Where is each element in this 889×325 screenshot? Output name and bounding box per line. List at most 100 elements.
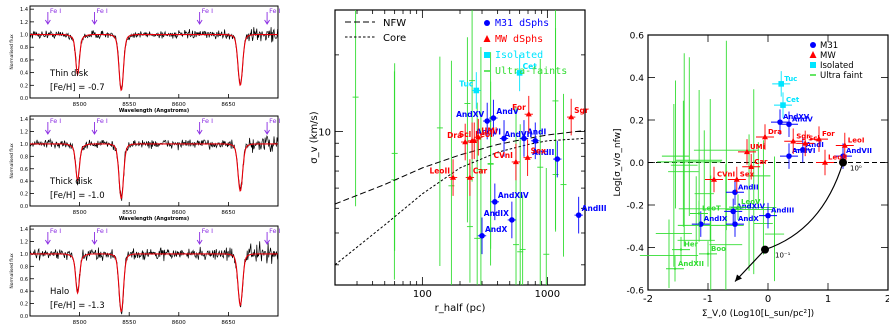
x-tick-label: 1000 xyxy=(535,289,560,300)
mw-marker xyxy=(790,138,797,144)
mw-marker xyxy=(471,137,478,144)
mw-marker xyxy=(841,142,848,148)
fe-line-label: Fe I xyxy=(50,117,61,125)
fe-line-arrow xyxy=(44,129,51,135)
model-spectrum xyxy=(30,143,278,200)
mw-marker xyxy=(762,133,768,140)
plot-frame xyxy=(29,115,279,207)
y-tick-label: 0.4 xyxy=(20,289,28,295)
x-tick-label: 1 xyxy=(825,294,831,305)
point-label: Car xyxy=(473,167,488,176)
y-axis-title: Normalised flux xyxy=(9,253,15,289)
point-label: For xyxy=(512,103,526,112)
y-tick-label: 0.4 xyxy=(630,74,645,84)
fe-line-arrow xyxy=(91,239,98,245)
reference-arrowhead xyxy=(735,274,742,282)
point-label: Car xyxy=(754,158,768,166)
point-label: AndX xyxy=(485,225,508,234)
ultra-faint-marker xyxy=(679,248,683,251)
x-tick-label: 8500 xyxy=(73,102,87,108)
y-tick-label: 0.8 xyxy=(20,45,28,51)
y-tick-label: 0.2 xyxy=(20,83,28,89)
legend-label: MW dSphs xyxy=(495,34,543,45)
point-label: AndXV xyxy=(783,113,810,121)
mw-marker xyxy=(748,163,755,169)
x-tick-label: 8600 xyxy=(172,320,186,325)
y-tick-label: 0.0 xyxy=(20,204,28,210)
isolated-marker xyxy=(780,102,786,108)
legend-label: Isolated xyxy=(495,50,543,61)
reference-track xyxy=(734,162,844,282)
legend-label: M31 xyxy=(820,41,838,51)
point-label: CVnI xyxy=(717,171,735,179)
point-label: AndI xyxy=(806,141,824,149)
point-label: AndIII xyxy=(582,204,607,213)
metallicity-label: [Fe/H] = -1.3 xyxy=(50,301,105,311)
x-axis-title: r_half (pc) xyxy=(435,303,486,314)
mw-marker xyxy=(568,113,575,120)
x-tick-label: -2 xyxy=(643,294,653,305)
point-label: UMi xyxy=(750,143,765,151)
legend-mw-marker xyxy=(483,35,491,42)
x-tick-label: 8500 xyxy=(73,210,87,216)
point-label: LeoI xyxy=(848,137,865,145)
x-tick-label: 8550 xyxy=(122,102,136,108)
point-label: Dra xyxy=(768,128,782,136)
legend-label: Ultra faint xyxy=(820,71,863,81)
point-label: AndI xyxy=(527,127,547,136)
fe-line-label: Fe I xyxy=(269,117,280,125)
point-label: Sgr xyxy=(796,132,810,140)
x-tick-label: 8600 xyxy=(172,102,186,108)
mw-marker xyxy=(512,158,519,165)
point-label: AndIX xyxy=(704,215,728,223)
mw-marker xyxy=(525,111,532,117)
point-label: Scl xyxy=(459,130,471,139)
ultra-faint-marker xyxy=(697,212,701,215)
y-tick-label: 1.4 xyxy=(20,227,28,233)
point-label: LeoI xyxy=(475,130,493,139)
y-tick-label: 0.8 xyxy=(20,264,28,270)
fe-line-arrow xyxy=(196,129,203,135)
reference-point xyxy=(761,245,769,254)
observed-spectrum xyxy=(29,27,278,90)
m31-marker xyxy=(484,118,490,124)
m31-marker xyxy=(492,199,498,205)
x-tick-label: 8650 xyxy=(221,210,235,216)
m31-marker xyxy=(800,146,806,153)
fe-line-label: Fe I xyxy=(96,117,107,125)
point-label: AndIII xyxy=(771,207,794,215)
isolated-marker xyxy=(778,81,784,87)
mw-marker xyxy=(466,174,473,180)
core-curve xyxy=(334,137,586,266)
population-label: Thin disk xyxy=(49,69,88,79)
y-tick-label: 0.6 xyxy=(20,167,28,173)
y-tick-label: 0.4 xyxy=(20,71,28,77)
isolated-marker xyxy=(473,87,480,94)
mw-marker xyxy=(822,159,828,165)
y-tick-label: 0.0 xyxy=(630,159,645,169)
mw-marker xyxy=(711,176,717,182)
legend-label: M31 dSphs xyxy=(495,18,549,29)
point-label: Cet xyxy=(786,96,800,104)
x-tick-label: 8550 xyxy=(122,320,136,325)
legend-label: Ultra-faints xyxy=(495,66,567,77)
fe-line-label: Fe I xyxy=(269,227,280,235)
x-tick-label: 100 xyxy=(413,289,432,300)
fe-line-arrow xyxy=(264,239,270,245)
y-tick-label: 1.0 xyxy=(20,33,28,39)
spectrum-panel-2: 0.0 0.2 0.4 0.6 0.8 1.0 1.2 1.4 8500 8550 8600 8650… xyxy=(9,115,281,222)
m31-marker xyxy=(509,217,515,223)
fe-line-arrow xyxy=(44,239,51,245)
point-label: LeoV xyxy=(741,198,761,206)
point-label: LeoT xyxy=(702,205,721,213)
point-label: AndII xyxy=(532,148,554,157)
reference-point xyxy=(839,158,847,167)
y-tick-label: 0.6 xyxy=(630,32,645,42)
fe-line-label: Fe I xyxy=(269,7,280,15)
mw-marker xyxy=(524,154,531,160)
point-label: Sgr xyxy=(574,106,589,115)
plot-frame xyxy=(29,5,279,99)
population-label: Halo xyxy=(50,287,69,297)
fe-line-label: Fe I xyxy=(202,117,213,125)
